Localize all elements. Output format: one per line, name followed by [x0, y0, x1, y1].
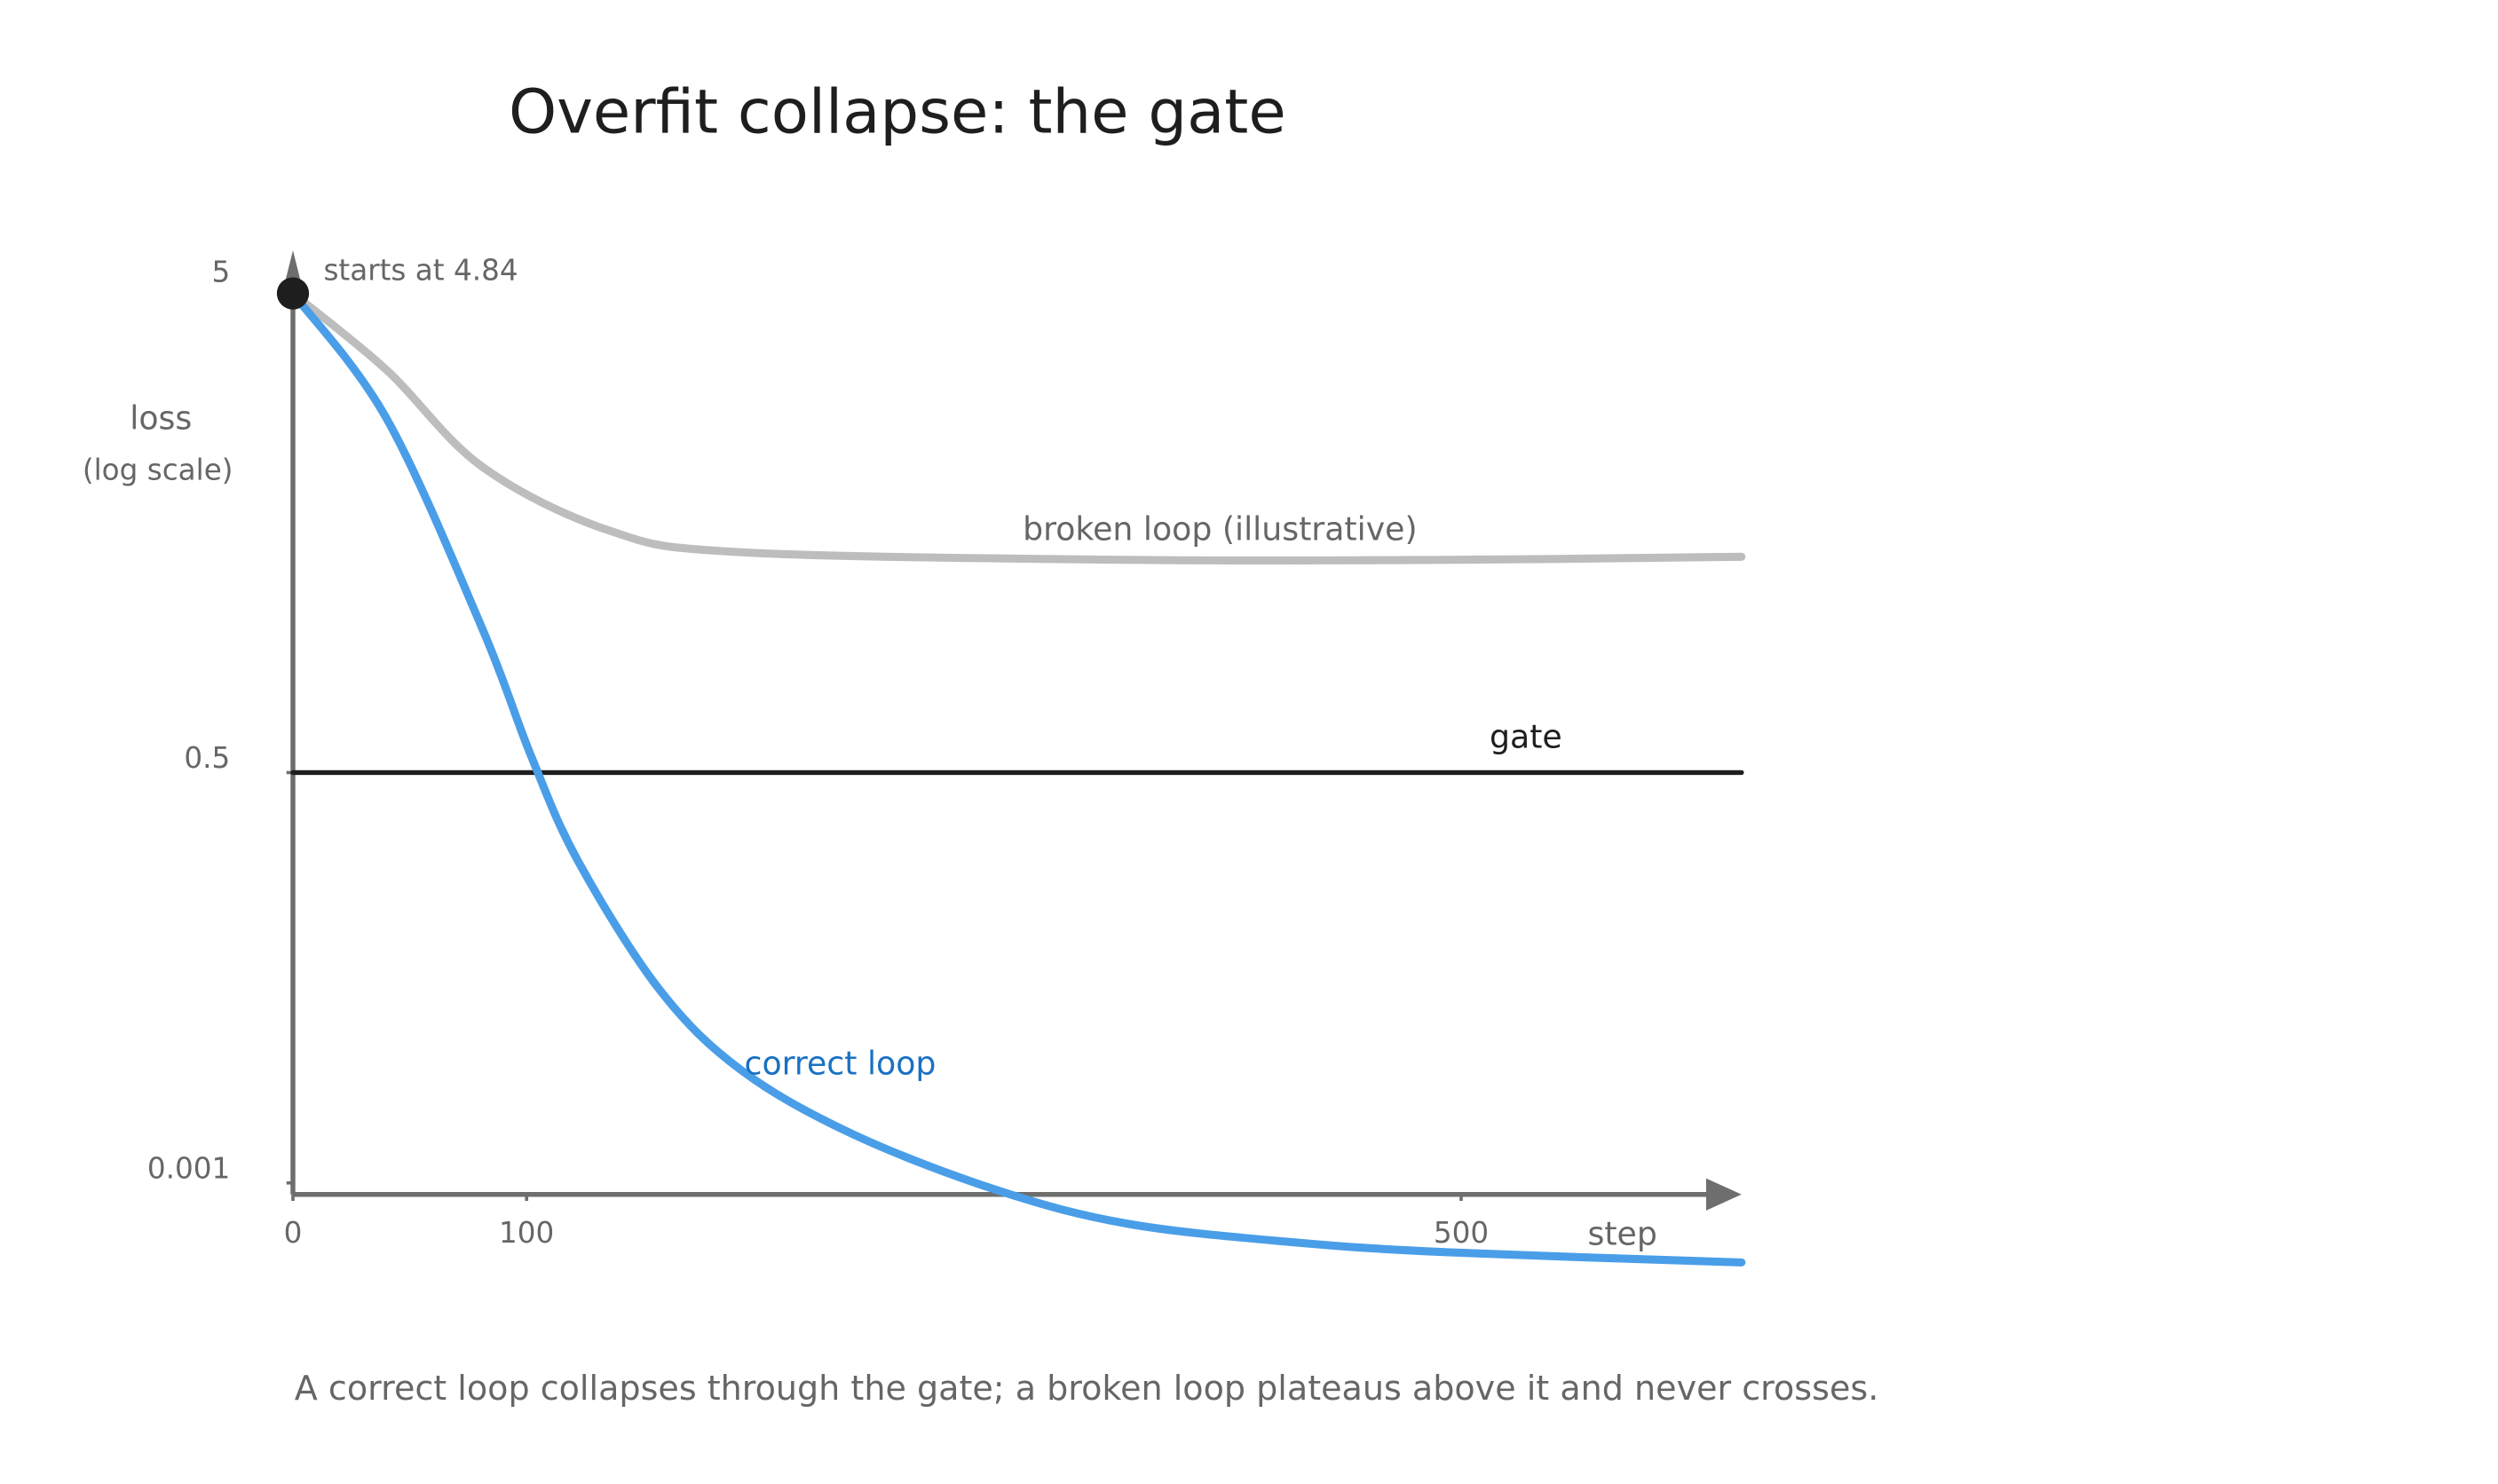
- series-label: correct loop: [745, 1044, 937, 1082]
- y-axis-note: (log scale): [83, 453, 233, 486]
- x-tick-label: 100: [499, 1216, 554, 1250]
- annotation: starts at 4.84: [323, 254, 518, 288]
- x-axis-arrow: [1705, 1178, 1742, 1211]
- series-line: [289, 289, 1746, 1267]
- x-tick-label: 0: [284, 1216, 303, 1250]
- y-tick-label: 0.001: [147, 1151, 230, 1185]
- y-tick-label: 5: [212, 255, 231, 288]
- series-label: broken loop (illustrative): [1023, 509, 1418, 548]
- y-axis-label: loss: [130, 399, 192, 437]
- start-point: [276, 277, 310, 310]
- x-axis-label: step: [1587, 1215, 1656, 1253]
- series-line: [289, 289, 1746, 565]
- chart-title: Overfit collapse: the gate: [509, 77, 1286, 148]
- caption: A correct loop collapses through the gat…: [295, 1369, 1879, 1408]
- series-label: gate: [1490, 717, 1562, 755]
- y-tick-label: 0.5: [184, 741, 230, 775]
- x-tick-label: 500: [1434, 1216, 1489, 1250]
